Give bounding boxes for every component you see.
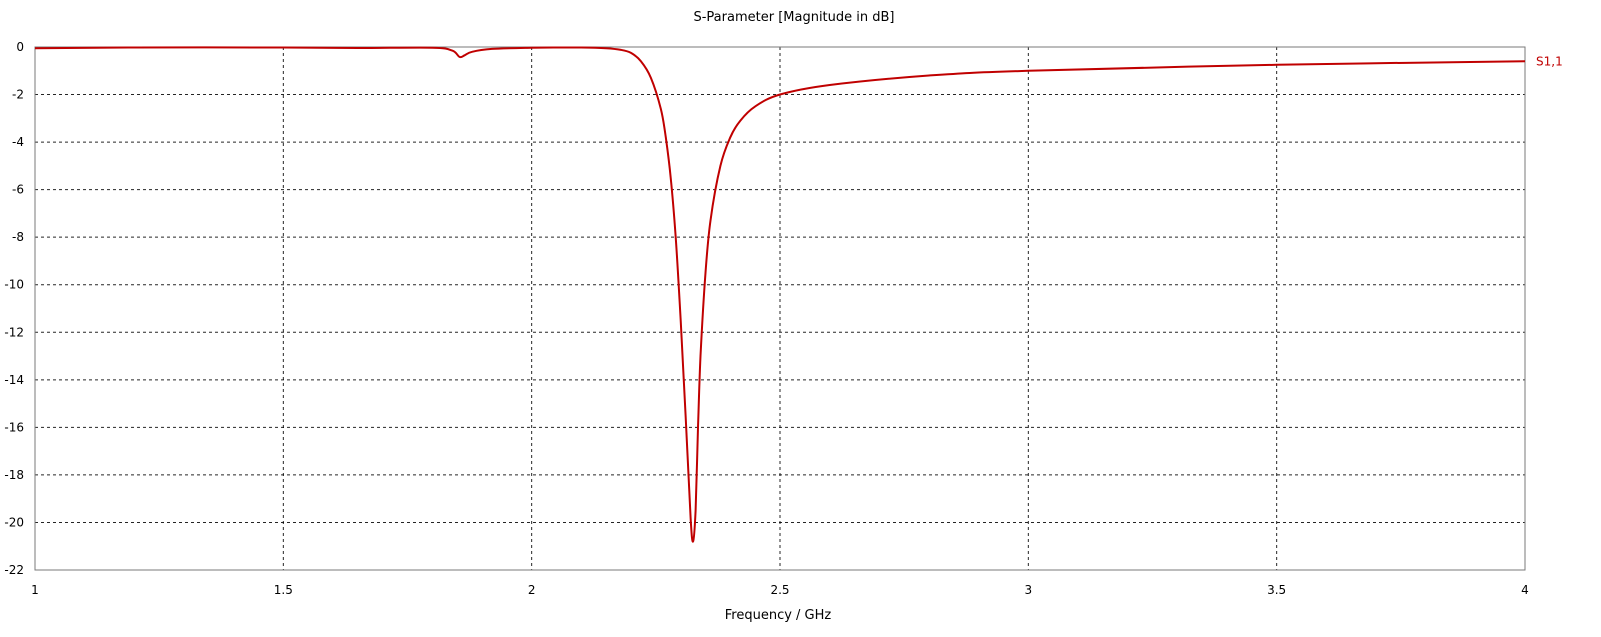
series-group: S1,1 bbox=[34, 46, 1563, 543]
series-label: S1,1 bbox=[1536, 54, 1563, 68]
y-tick-label: -18 bbox=[4, 468, 24, 482]
x-axis-ticks: 1 1.5 2 2.5 3 3.5 4 bbox=[31, 583, 1529, 597]
x-tick-label: 2.5 bbox=[770, 583, 789, 597]
chart-title: S-Parameter [Magnitude in dB] bbox=[693, 10, 894, 25]
y-tick-label: -14 bbox=[4, 373, 24, 387]
x-tick-label: 2 bbox=[528, 583, 536, 597]
x-tick-label: 3 bbox=[1025, 583, 1033, 597]
y-tick-label: -22 bbox=[4, 563, 24, 577]
y-tick-label: -4 bbox=[12, 135, 24, 149]
x-tick-label: 1.5 bbox=[274, 583, 293, 597]
y-tick-label: -2 bbox=[12, 88, 24, 102]
y-tick-label: -16 bbox=[4, 420, 24, 434]
y-tick-label: -8 bbox=[12, 230, 24, 244]
x-tick-label: 3.5 bbox=[1267, 583, 1286, 597]
y-tick-label: -20 bbox=[4, 515, 24, 529]
x-tick-label: 4 bbox=[1521, 583, 1529, 597]
y-tick-label: -10 bbox=[4, 278, 24, 292]
y-tick-label: -6 bbox=[12, 183, 24, 197]
y-axis-ticks: 0 -2 -4 -6 -8 -10 -12 -14 -16 -18 -20 -22 bbox=[4, 40, 24, 577]
x-tick-label: 1 bbox=[31, 583, 39, 597]
grid-lines bbox=[35, 47, 1525, 570]
x-axis-label: Frequency / GHz bbox=[725, 608, 832, 623]
y-tick-label: -12 bbox=[4, 325, 24, 339]
series-line-s11 bbox=[34, 46, 1526, 543]
plot-frame bbox=[34, 46, 1526, 571]
y-tick-label: 0 bbox=[16, 40, 24, 54]
